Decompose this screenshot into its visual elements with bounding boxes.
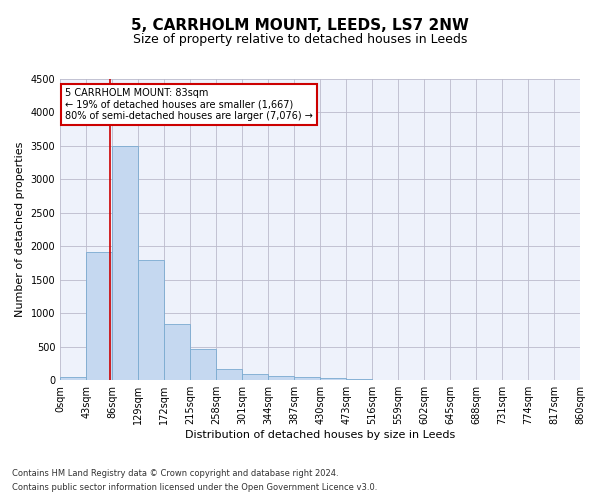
X-axis label: Distribution of detached houses by size in Leeds: Distribution of detached houses by size … — [185, 430, 455, 440]
Bar — [190, 350, 216, 380]
Bar — [346, 378, 372, 380]
Text: 5 CARRHOLM MOUNT: 83sqm
← 19% of detached houses are smaller (1,667)
80% of semi: 5 CARRHOLM MOUNT: 83sqm ← 19% of detache… — [65, 88, 313, 121]
Bar — [112, 146, 138, 380]
Text: Contains HM Land Registry data © Crown copyright and database right 2024.: Contains HM Land Registry data © Crown c… — [12, 468, 338, 477]
Bar — [164, 324, 190, 380]
Bar — [320, 378, 346, 380]
Y-axis label: Number of detached properties: Number of detached properties — [15, 142, 25, 318]
Bar — [268, 376, 294, 380]
Bar — [216, 370, 242, 380]
Text: 5, CARRHOLM MOUNT, LEEDS, LS7 2NW: 5, CARRHOLM MOUNT, LEEDS, LS7 2NW — [131, 18, 469, 32]
Text: Size of property relative to detached houses in Leeds: Size of property relative to detached ho… — [133, 32, 467, 46]
Bar — [86, 252, 112, 380]
Bar — [294, 376, 320, 380]
Bar — [242, 374, 268, 380]
Text: Contains public sector information licensed under the Open Government Licence v3: Contains public sector information licen… — [12, 484, 377, 492]
Bar — [138, 260, 164, 380]
Bar — [60, 377, 86, 380]
